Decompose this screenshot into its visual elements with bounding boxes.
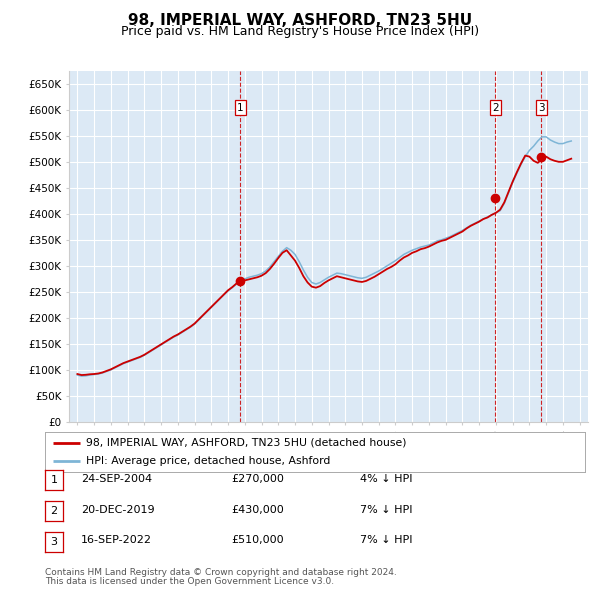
Text: £430,000: £430,000: [231, 505, 284, 514]
Text: 1: 1: [50, 476, 58, 485]
Text: HPI: Average price, detached house, Ashford: HPI: Average price, detached house, Ashf…: [86, 456, 330, 466]
Text: 20-DEC-2019: 20-DEC-2019: [81, 505, 155, 514]
Text: 2: 2: [50, 506, 58, 516]
Text: £270,000: £270,000: [231, 474, 284, 484]
Text: 98, IMPERIAL WAY, ASHFORD, TN23 5HU: 98, IMPERIAL WAY, ASHFORD, TN23 5HU: [128, 13, 472, 28]
Text: 2: 2: [492, 103, 499, 113]
Text: 1: 1: [237, 103, 244, 113]
Text: 4% ↓ HPI: 4% ↓ HPI: [360, 474, 413, 484]
Text: Price paid vs. HM Land Registry's House Price Index (HPI): Price paid vs. HM Land Registry's House …: [121, 25, 479, 38]
Text: 24-SEP-2004: 24-SEP-2004: [81, 474, 152, 484]
Text: 16-SEP-2022: 16-SEP-2022: [81, 536, 152, 545]
Text: 3: 3: [538, 103, 545, 113]
Text: 7% ↓ HPI: 7% ↓ HPI: [360, 536, 413, 545]
Text: 3: 3: [50, 537, 58, 546]
Text: Contains HM Land Registry data © Crown copyright and database right 2024.: Contains HM Land Registry data © Crown c…: [45, 568, 397, 577]
Text: This data is licensed under the Open Government Licence v3.0.: This data is licensed under the Open Gov…: [45, 578, 334, 586]
Text: 7% ↓ HPI: 7% ↓ HPI: [360, 505, 413, 514]
Text: 98, IMPERIAL WAY, ASHFORD, TN23 5HU (detached house): 98, IMPERIAL WAY, ASHFORD, TN23 5HU (det…: [86, 438, 406, 448]
Text: £510,000: £510,000: [231, 536, 284, 545]
